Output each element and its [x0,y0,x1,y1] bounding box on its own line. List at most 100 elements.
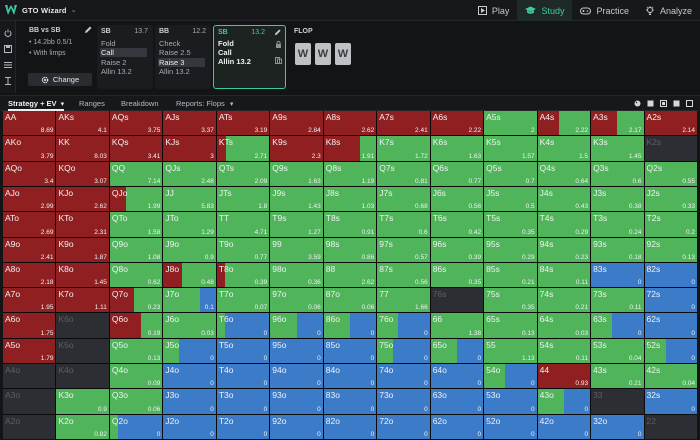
hand-cell[interactable]: K9o 1.87 [56,237,109,262]
hand-cell[interactable]: KTs 2.71 [216,136,270,161]
hand-cell[interactable]: J8s 1.03 [323,186,377,212]
save-icon[interactable] [3,44,13,54]
action-item-allin[interactable]: Allin 13.2 [159,67,190,76]
hand-cell[interactable]: K3o 0.9 [56,389,109,414]
action-item-raise-2-5[interactable]: Raise 2.5 [159,48,191,57]
hand-cell[interactable]: 75o 0 [377,338,430,364]
hand-cell[interactable]: T5s 0.35 [484,212,537,237]
flop-card-1[interactable]: W [295,43,311,65]
hand-cell[interactable]: J9s 1.43 [270,186,323,212]
hand-cell[interactable]: 32o 0 [591,414,644,439]
action-item-call[interactable]: Call [218,48,232,57]
hand-cell[interactable]: Q2s 0.55 [644,161,697,186]
hand-cell[interactable]: 64o 0 [430,364,484,389]
split-view-icon[interactable] [673,100,680,107]
hand-cell[interactable]: J6o 0.03 [163,313,216,338]
hand-cell[interactable]: K7o 1.11 [56,288,109,313]
hand-cell[interactable]: 83s 0 [591,262,644,288]
hand-cell[interactable]: 72o 0 [377,414,430,439]
hand-cell[interactable]: 43o 0 [537,389,591,414]
hand-cell[interactable]: 93o 0 [270,389,323,414]
hand-cell[interactable]: Q5o 0.13 [109,338,163,364]
hand-cell[interactable]: K5s 1.57 [484,136,537,161]
hand-cell[interactable]: A7s 2.41 [377,111,430,136]
hand-cell[interactable]: 86o 0 [323,313,377,338]
hand-cell[interactable]: K2s [644,136,697,161]
hand-cell[interactable]: 94o 0 [270,364,323,389]
hand-cell[interactable]: K6o [56,313,109,338]
hand-cell[interactable]: K7s 1.72 [377,136,430,161]
hand-cell[interactable]: Q5s 0.7 [484,161,537,186]
hand-cell[interactable]: T7o 0.07 [216,288,270,313]
hand-cell[interactable]: 97o 0.06 [270,288,323,313]
lock-icon[interactable] [275,41,282,48]
hand-cell[interactable]: 65o 0 [430,338,484,364]
hand-cell[interactable]: 72s 0 [644,288,697,313]
hand-cell[interactable]: T6s 0.42 [430,212,484,237]
hand-cell[interactable]: J5o 0 [163,338,216,364]
app-title[interactable]: GTO Wizard [22,5,67,15]
action-item-allin[interactable]: Allin 13.2 [101,67,132,76]
hand-cell[interactable]: 92o 0 [270,414,323,439]
hand-cell[interactable]: AKo 3.79 [3,136,56,161]
list-icon[interactable] [3,60,13,70]
tab-reports-flops[interactable]: Reports: Flops ▾ [176,96,233,111]
hand-cell[interactable]: K3s 1.45 [591,136,644,161]
hand-cell[interactable]: 54s 0.11 [537,338,591,364]
hand-cell[interactable]: 33 [591,389,644,414]
nav-tab-play[interactable]: Play [470,0,518,21]
hand-cell[interactable]: Q8o 0.62 [109,262,163,288]
hand-cell[interactable]: AQs 3.75 [109,111,163,136]
hand-cell[interactable]: 93s 0.18 [591,237,644,262]
hand-cell[interactable]: 53o 0 [484,389,537,414]
hand-cell[interactable]: A2o [3,414,56,439]
hand-cell[interactable]: 63o 0 [430,389,484,414]
hand-cell[interactable]: 98s 0.86 [323,237,377,262]
action-item-fold[interactable]: Fold [101,39,116,48]
hand-cell[interactable]: 96o 0 [270,313,323,338]
hand-cell[interactable]: AJs 3.37 [163,111,216,136]
hand-cell[interactable]: 98o 0.36 [270,262,323,288]
nav-tab-study[interactable]: Study [517,0,573,21]
hand-cell[interactable]: JTo 1.29 [163,212,216,237]
hand-cell[interactable]: ATo 2.69 [3,212,56,237]
hand-cell[interactable]: AA 8.69 [3,111,56,136]
hand-cell[interactable]: K5o [56,338,109,364]
hand-cell[interactable]: 87s 0.56 [377,262,430,288]
hand-cell[interactable]: A5o 1.79 [3,338,56,364]
hand-cell[interactable]: A3s 2.17 [591,111,644,136]
hand-cell[interactable]: 74o 0 [377,364,430,389]
hand-cell[interactable]: A5s 2 [484,111,537,136]
hand-cell[interactable]: 64s 0.03 [537,313,591,338]
hand-cell[interactable]: 95o 0 [270,338,323,364]
hand-cell[interactable]: J2o 0 [163,414,216,439]
expand-view-icon[interactable] [686,100,693,107]
hand-cell[interactable]: 85o 0 [323,338,377,364]
hand-cell[interactable]: 83o 0 [323,389,377,414]
hand-cell[interactable]: A6o 1.75 [3,313,56,338]
hand-cell[interactable]: Q9s 1.63 [270,161,323,186]
hand-cell[interactable]: 74s 0.21 [537,288,591,313]
hand-cell[interactable]: 97s 0.57 [377,237,430,262]
hand-cell[interactable]: 73s 0.11 [591,288,644,313]
hand-cell[interactable]: A4s 2.22 [537,111,591,136]
hand-cell[interactable]: A2s 2.14 [644,111,697,136]
tab-strategy-ev[interactable]: Strategy + EV ▾ [8,96,65,111]
hand-cell[interactable]: 84s 0.11 [537,262,591,288]
action-item-allin[interactable]: Allin 13.2 [218,57,251,66]
hand-cell[interactable]: QTs 2.09 [216,161,270,186]
hand-cell[interactable]: KJs 3 [163,136,216,161]
hand-cell[interactable]: AJo 2.99 [3,186,56,212]
action-item-call[interactable]: Call [100,48,147,57]
hand-cell[interactable]: J4o 0 [163,364,216,389]
grid-view-icon[interactable] [660,100,667,107]
hand-cell[interactable]: A9s 2.84 [270,111,323,136]
hand-cell[interactable]: 85s 0.21 [484,262,537,288]
hand-cell[interactable]: 62o 0 [430,414,484,439]
hand-cell[interactable]: KQs 3.41 [109,136,163,161]
hand-cell[interactable]: T2s 0.2 [644,212,697,237]
hand-cell[interactable]: J3o 0 [163,389,216,414]
hand-cell[interactable]: Q4s 0.64 [537,161,591,186]
pencil-icon[interactable] [84,26,92,34]
hand-cell[interactable]: QJo 1.99 [109,186,163,212]
